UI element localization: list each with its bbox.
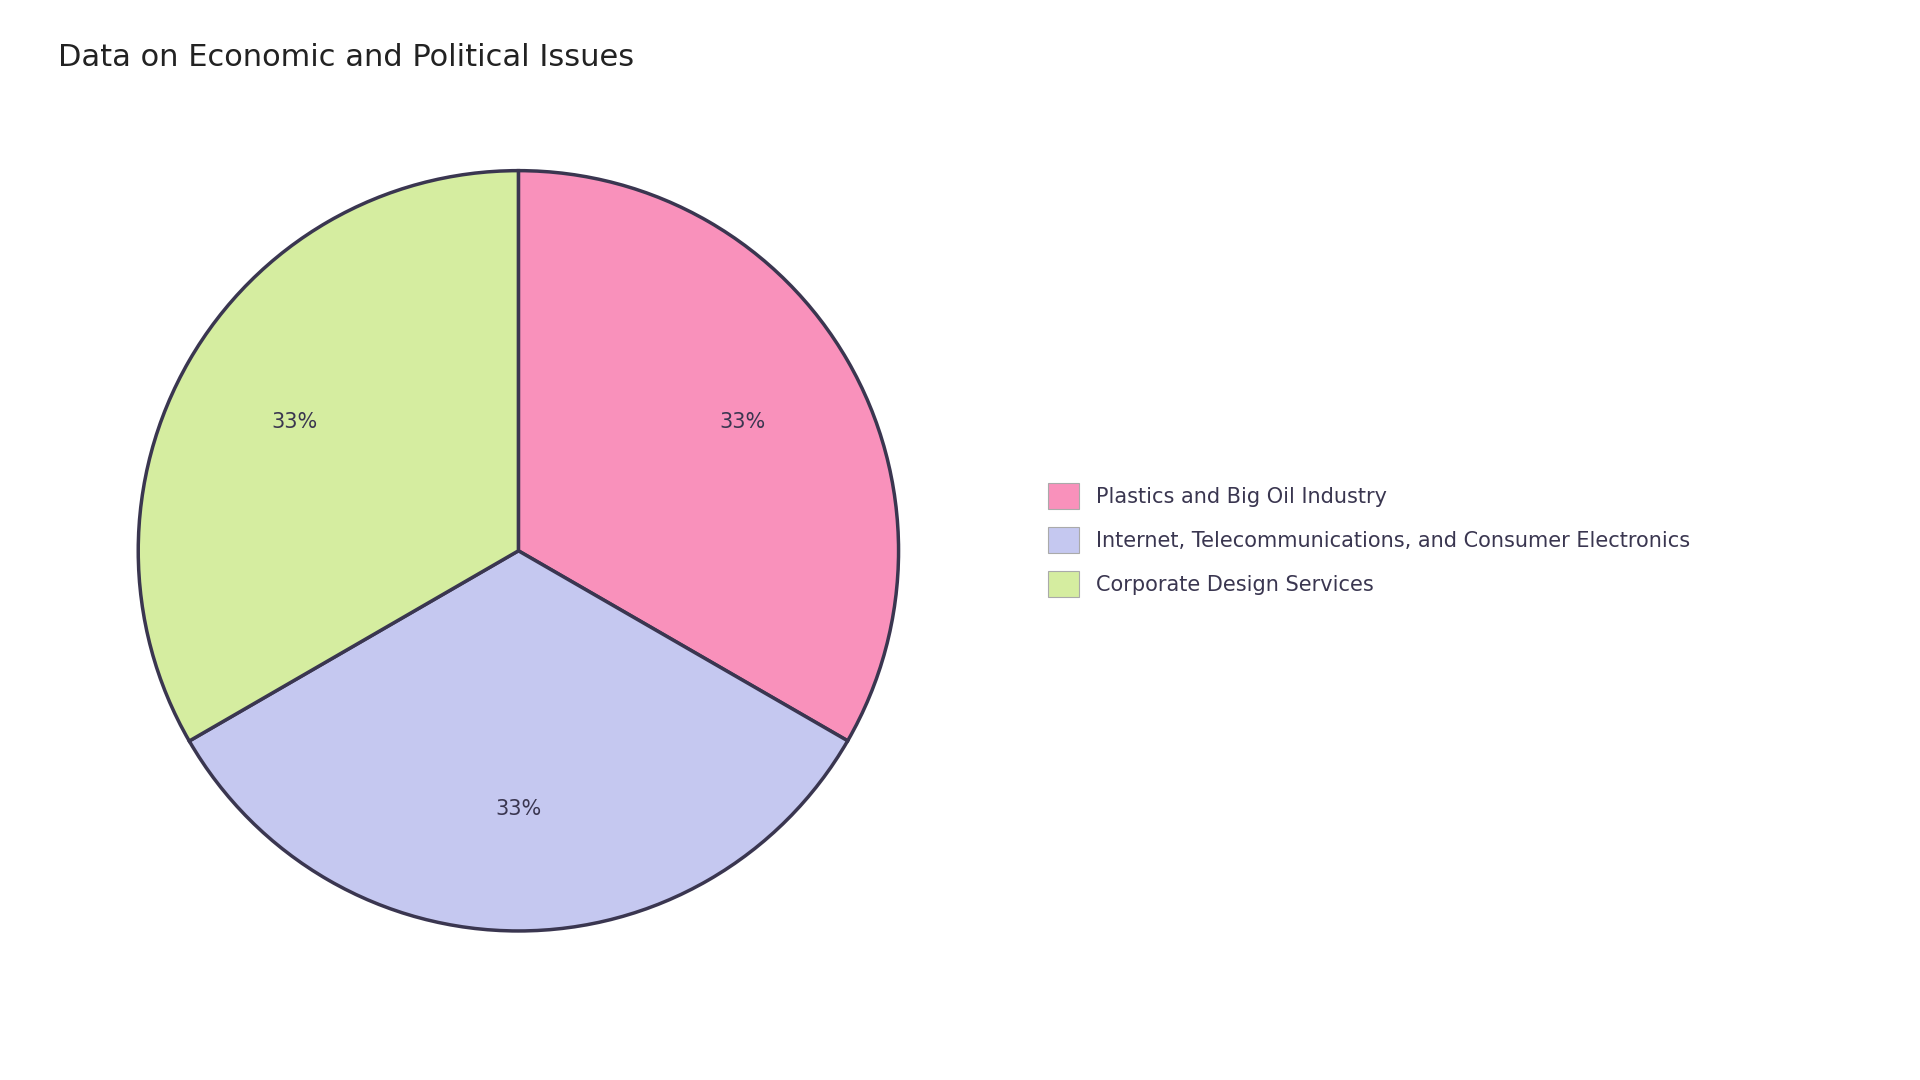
- Legend: Plastics and Big Oil Industry, Internet, Telecommunications, and Consumer Electr: Plastics and Big Oil Industry, Internet,…: [1037, 473, 1701, 607]
- Text: 33%: 33%: [720, 411, 766, 432]
- Text: 33%: 33%: [271, 411, 317, 432]
- Text: Data on Economic and Political Issues: Data on Economic and Political Issues: [58, 43, 634, 72]
- Wedge shape: [190, 551, 847, 931]
- Wedge shape: [138, 171, 518, 741]
- Text: 33%: 33%: [495, 799, 541, 820]
- Wedge shape: [518, 171, 899, 741]
